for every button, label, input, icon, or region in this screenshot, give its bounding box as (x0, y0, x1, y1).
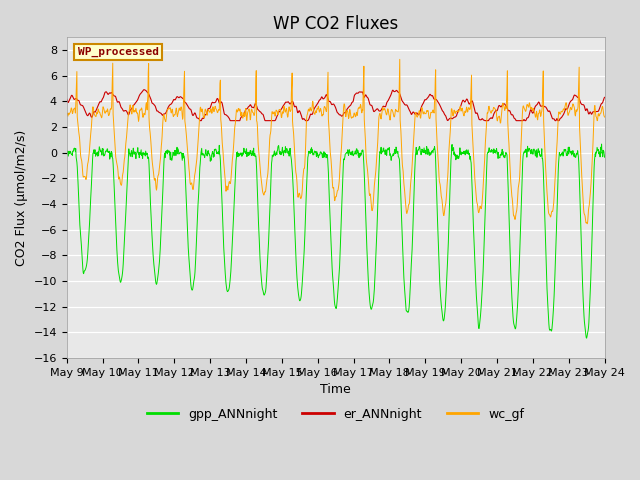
gpp_ANNnight (598, 141, 605, 147)
wc_gf (584, 221, 591, 227)
er_ANNnight (183, 101, 191, 107)
wc_gf (63, 111, 70, 117)
Line: wc_gf: wc_gf (67, 60, 605, 224)
Legend: gpp_ANNnight, er_ANNnight, wc_gf: gpp_ANNnight, er_ANNnight, wc_gf (142, 403, 529, 425)
er_ANNnight (63, 96, 70, 102)
wc_gf (170, 114, 177, 120)
er_ANNnight (538, 103, 545, 109)
er_ANNnight (243, 106, 251, 111)
gpp_ANNnight (537, 153, 545, 159)
er_ANNnight (170, 97, 177, 103)
gpp_ANNnight (170, 150, 177, 156)
wc_gf (396, 57, 404, 62)
wc_gf (243, 117, 250, 123)
gpp_ANNnight (419, 149, 427, 155)
wc_gf (182, 132, 190, 138)
wc_gf (537, 112, 545, 118)
gpp_ANNnight (490, 150, 497, 156)
Line: er_ANNnight: er_ANNnight (67, 90, 605, 120)
er_ANNnight (140, 87, 148, 93)
wc_gf (490, 105, 497, 110)
gpp_ANNnight (63, 152, 70, 157)
Line: gpp_ANNnight: gpp_ANNnight (67, 144, 605, 338)
gpp_ANNnight (583, 335, 591, 341)
wc_gf (419, 111, 427, 117)
gpp_ANNnight (601, 155, 609, 160)
er_ANNnight (601, 95, 609, 100)
Text: WP_processed: WP_processed (77, 47, 159, 57)
gpp_ANNnight (182, 202, 190, 207)
X-axis label: Time: Time (320, 383, 351, 396)
wc_gf (601, 114, 609, 120)
er_ANNnight (490, 111, 498, 117)
er_ANNnight (196, 118, 204, 123)
Y-axis label: CO2 Flux (μmol/m2/s): CO2 Flux (μmol/m2/s) (15, 130, 28, 266)
er_ANNnight (420, 99, 428, 105)
Title: WP CO2 Fluxes: WP CO2 Fluxes (273, 15, 398, 33)
gpp_ANNnight (243, 146, 250, 152)
